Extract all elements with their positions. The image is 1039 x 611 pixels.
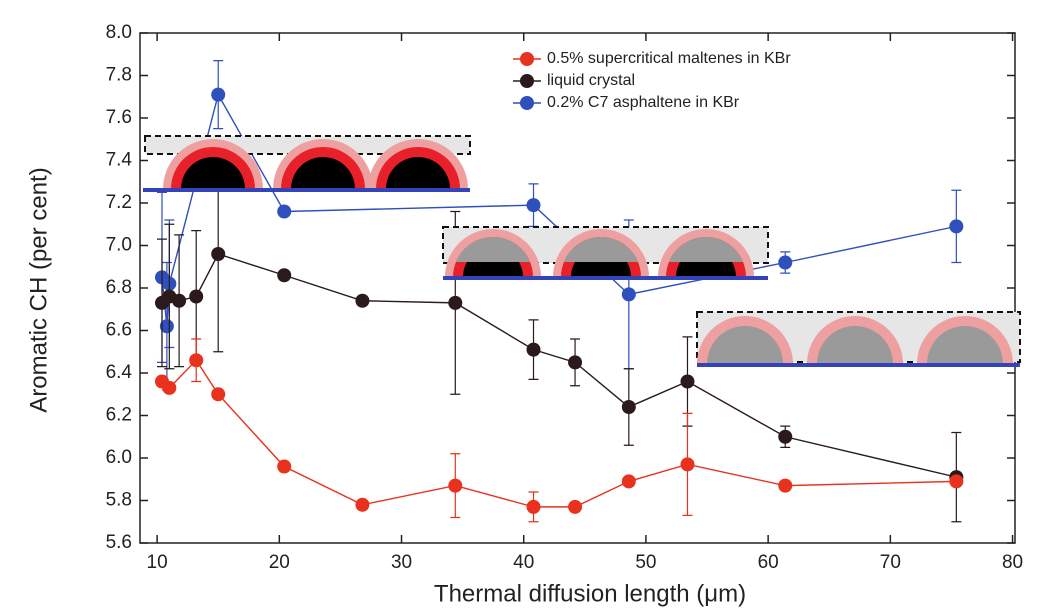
y-tick-label: 6.2 xyxy=(106,405,132,426)
y-tick-label: 6.0 xyxy=(106,447,132,468)
y-tick-label: 8.0 xyxy=(106,22,132,43)
data-point xyxy=(277,204,292,219)
y-tick-label: 7.2 xyxy=(106,192,132,213)
data-point xyxy=(526,499,541,514)
data-point xyxy=(211,87,226,102)
y-tick-label: 7.4 xyxy=(106,150,133,171)
y-axis-title: Aromatic CH (per cent) xyxy=(25,167,52,412)
y-tick-label: 7.6 xyxy=(106,107,132,128)
legend-label: 0.5% supercritical maltenes in KBr xyxy=(547,50,791,67)
data-point xyxy=(211,387,226,402)
data-point xyxy=(526,198,541,213)
data-point xyxy=(949,474,964,489)
data-point xyxy=(189,289,204,304)
series xyxy=(154,155,964,523)
legend-label: 0.2% C7 asphaltene in KBr xyxy=(547,94,740,111)
data-point xyxy=(621,287,636,302)
x-tick-label: 50 xyxy=(635,552,656,573)
data-point xyxy=(621,400,636,414)
data-point xyxy=(189,353,204,368)
data-point xyxy=(568,499,583,514)
y-tick-label: 5.6 xyxy=(106,532,132,553)
legend-marker xyxy=(520,52,534,66)
data-point xyxy=(355,497,370,512)
x-tick-label: 40 xyxy=(513,552,534,573)
legend: 0.5% supercritical maltenes in KBr liquid… xyxy=(513,50,791,111)
series-line xyxy=(161,359,957,508)
series xyxy=(154,338,964,523)
y-tick-label: 6.8 xyxy=(106,277,132,298)
data-point xyxy=(526,342,541,357)
data-point xyxy=(159,319,174,334)
y-tick-label: 6.4 xyxy=(106,362,133,383)
legend-marker xyxy=(520,74,534,88)
data-point xyxy=(448,295,463,310)
data-point xyxy=(621,474,636,489)
x-tick-label: 80 xyxy=(1002,552,1023,573)
data-point xyxy=(680,374,695,389)
data-point xyxy=(162,380,177,395)
data-point xyxy=(211,247,226,261)
data-point xyxy=(448,478,463,493)
x-tick-label: 20 xyxy=(269,552,290,573)
axes: 5.6 5.8 6.0 6.2 6.4 6.6 6.8 7.0 7.2 7.4 7.6 7.8 8.0 1… xyxy=(106,22,1024,573)
diagram xyxy=(143,135,471,192)
data-point xyxy=(949,219,964,234)
data-point xyxy=(277,268,292,283)
data-point xyxy=(172,293,187,308)
data-point xyxy=(355,293,370,308)
diagram xyxy=(696,311,1021,367)
data-point xyxy=(568,355,583,370)
legend-marker xyxy=(520,96,534,110)
y-tick-label: 6.6 xyxy=(106,320,132,341)
y-tick-label: 5.8 xyxy=(106,490,132,511)
diagram xyxy=(442,226,769,280)
data-point xyxy=(778,255,793,270)
y-tick-label: 7.0 xyxy=(106,235,132,256)
data-point xyxy=(778,478,793,493)
x-axis-title: Thermal diffusion length (μm) xyxy=(434,580,746,607)
x-tick-label: 10 xyxy=(147,552,168,573)
data-point xyxy=(277,459,292,474)
y-tick-label: 7.8 xyxy=(106,65,132,86)
data-point xyxy=(778,429,793,444)
marks xyxy=(154,60,964,523)
data-point xyxy=(680,457,695,472)
overlays xyxy=(143,135,1021,367)
x-tick-label: 30 xyxy=(391,552,412,573)
legend-label: liquid crystal xyxy=(547,72,635,89)
x-tick-label: 60 xyxy=(758,552,779,573)
x-tick-label: 70 xyxy=(880,552,901,573)
